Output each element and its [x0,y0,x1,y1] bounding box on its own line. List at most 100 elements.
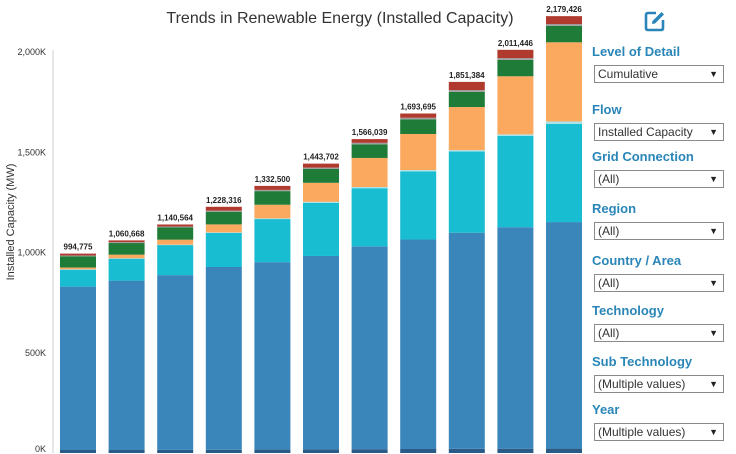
bar-segment[interactable] [108,280,145,450]
bar-segment[interactable] [205,206,242,211]
grid-connection-value: (All) [598,172,620,186]
bar-segment[interactable] [157,449,194,453]
bar-segment[interactable] [497,227,534,449]
bar-segment[interactable] [157,239,194,245]
bar-segment[interactable] [351,157,388,188]
bar-segment[interactable] [351,144,388,158]
bar-segment[interactable] [205,232,242,233]
bar-segment[interactable] [546,448,582,453]
bar-segment[interactable] [400,113,437,118]
bar-segment[interactable] [546,222,582,449]
flow-dropdown[interactable]: Installed Capacity ▼ [594,123,724,141]
bar-segment[interactable] [497,59,534,77]
bar-segment[interactable] [303,167,339,169]
bar-segment[interactable] [254,449,291,453]
bar-segment[interactable] [108,258,145,259]
bar-segment[interactable] [60,256,96,268]
bar-segment[interactable] [205,210,242,212]
bar-segment[interactable] [205,211,242,225]
bar-segment[interactable] [400,117,437,120]
bar-segment[interactable] [108,243,145,255]
bar-segment[interactable] [157,245,194,276]
bar-segment[interactable] [546,25,582,43]
bar-total-label: 1,228,316 [206,196,242,205]
bar-segment[interactable] [546,16,582,25]
bar-segment[interactable] [303,202,339,256]
country-area-dropdown[interactable]: (All) ▼ [594,274,724,292]
bar-segment[interactable] [351,187,388,189]
bar-segment[interactable] [303,163,339,168]
bar-segment[interactable] [546,123,582,223]
bar-segment[interactable] [108,242,145,244]
bar-segment[interactable] [60,267,96,270]
technology-dropdown[interactable]: (All) ▼ [594,324,724,342]
bar-segment[interactable] [205,224,242,233]
bar-segment[interactable] [254,218,291,220]
bar-segment[interactable] [108,240,145,243]
level-of-detail-dropdown[interactable]: Cumulative ▼ [594,65,724,83]
bar-segment[interactable] [351,139,388,143]
bar-segment[interactable] [108,449,145,453]
bar-segment[interactable] [351,188,388,247]
bar-segment[interactable] [400,239,437,449]
bar-segment[interactable] [448,232,485,449]
bar-segment[interactable] [205,266,242,450]
bar-segment[interactable] [448,81,485,91]
bar-segment[interactable] [351,449,388,453]
bar-segment[interactable] [303,182,339,202]
bar-segment[interactable] [497,134,534,136]
bar-segment[interactable] [351,246,388,450]
bar-segment[interactable] [254,191,291,205]
grid-connection-dropdown[interactable]: (All) ▼ [594,170,724,188]
bar-segment[interactable] [60,449,96,453]
bar-segment[interactable] [400,171,437,240]
bar-segment[interactable] [497,135,534,228]
bar-segment[interactable] [448,150,485,152]
bar-segment[interactable] [254,204,291,219]
bar-segment[interactable] [157,275,194,450]
bar-segment[interactable] [157,226,194,228]
bar-segment[interactable] [303,168,339,183]
bar-segment[interactable] [108,258,145,281]
bar-segment[interactable] [60,286,96,450]
bar-segment[interactable] [351,142,388,145]
bar-segment[interactable] [400,448,437,453]
bar-segment[interactable] [448,91,485,108]
bar-segment[interactable] [448,90,485,92]
bar-segment[interactable] [497,58,534,60]
bar-segment[interactable] [157,224,194,227]
bar-segment[interactable] [400,170,437,172]
bar-segment[interactable] [448,151,485,233]
bar-segment[interactable] [157,244,194,246]
bar-segment[interactable] [546,42,582,122]
bar-segment[interactable] [60,269,96,270]
bar-segment[interactable] [60,253,96,256]
bar-segment[interactable] [108,254,145,259]
bar-segment[interactable] [546,121,582,124]
bar-segment[interactable] [205,449,242,453]
bar-segment[interactable] [205,232,242,267]
bar-segment[interactable] [254,262,291,450]
bar-segment[interactable] [400,133,437,171]
bar-segment[interactable] [546,24,582,26]
bar-segment[interactable] [60,269,96,287]
region-dropdown[interactable]: (All) ▼ [594,222,724,240]
bar-segment[interactable] [400,119,437,134]
y-axis-label: Installed Capacity (MW) [5,164,17,281]
sub-technology-dropdown[interactable]: (Multiple values) ▼ [594,375,724,393]
bar-segment[interactable] [448,107,485,151]
bar-segment[interactable] [254,185,291,190]
bar-segment[interactable] [60,255,96,257]
bar-segment[interactable] [303,449,339,453]
bar-segment[interactable] [254,219,291,263]
bar-segment[interactable] [448,448,485,453]
bar-segment[interactable] [254,189,291,192]
bar-segment[interactable] [303,201,339,203]
bar-segment[interactable] [497,49,534,59]
bar-segment[interactable] [303,255,339,450]
bar-segment[interactable] [497,76,534,135]
bar-segment[interactable] [157,227,194,240]
bar-segment[interactable] [497,448,534,453]
edit-icon[interactable] [644,10,666,32]
year-dropdown[interactable]: (Multiple values) ▼ [594,423,724,441]
